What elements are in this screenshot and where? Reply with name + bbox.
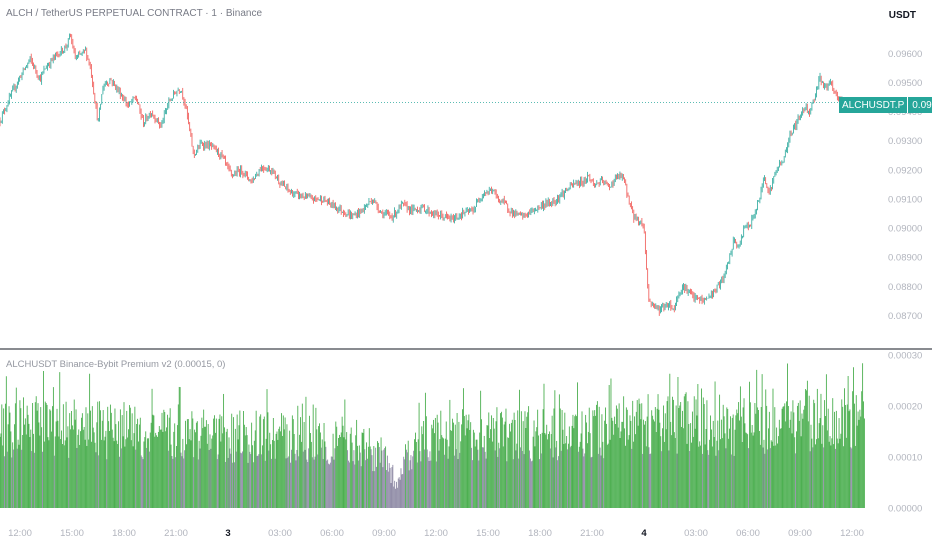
- price-tick-label: 0.09100: [888, 194, 922, 205]
- time-tick-label: 09:00: [372, 528, 396, 539]
- indicator-label[interactable]: ALCHUSDT Binance-Bybit Premium v2 (0.000…: [6, 359, 226, 370]
- time-tick-label: 21:00: [580, 528, 604, 539]
- time-x-axis[interactable]: 12:00 15:00 18:00 21:00 3 03:00 06:00 09:00 12:0…: [8, 528, 864, 539]
- time-tick-label: 03:00: [268, 528, 292, 539]
- time-tick-label: 06:00: [736, 528, 760, 539]
- time-tick-label: 03:00: [684, 528, 708, 539]
- price-candles[interactable]: [0, 33, 849, 316]
- time-tick-label: 09:00: [788, 528, 812, 539]
- price-tick-label: 0.09200: [888, 165, 922, 176]
- price-tick-label: 0.08900: [888, 253, 922, 264]
- time-tick-label: 3: [225, 528, 230, 539]
- last-price-symbol: ALCHUSDT.P: [839, 97, 908, 113]
- last-price-value: 0.09431: [907, 97, 932, 113]
- premium-tick-label: 0.00020: [888, 402, 922, 413]
- price-tick-label: 0.09300: [888, 136, 922, 147]
- time-tick-label: 18:00: [528, 528, 552, 539]
- time-tick-label: 12:00: [8, 528, 32, 539]
- price-tick-label: 0.08700: [888, 311, 922, 322]
- price-tick-label: 0.08800: [888, 282, 922, 293]
- time-tick-label: 21:00: [164, 528, 188, 539]
- premium-tick-label: 0.00030: [888, 351, 922, 362]
- currency-label[interactable]: USDT: [888, 10, 916, 21]
- price-tick-label: 0.09500: [888, 78, 922, 89]
- premium-tick-label: 0.00010: [888, 453, 922, 464]
- time-tick-label: 4: [641, 528, 647, 539]
- time-tick-label: 15:00: [60, 528, 84, 539]
- time-tick-label: 12:00: [424, 528, 448, 539]
- time-tick-label: 18:00: [112, 528, 136, 539]
- time-tick-label: 12:00: [840, 528, 864, 539]
- chart-title: ALCH / TetherUS PERPETUAL CONTRACT · 1 ·…: [6, 8, 263, 19]
- premium-tick-label: 0.00000: [888, 504, 922, 515]
- price-tick-label: 0.09600: [888, 49, 922, 60]
- premium-bars[interactable]: [0, 363, 865, 508]
- time-tick-label: 15:00: [476, 528, 500, 539]
- time-tick-label: 06:00: [320, 528, 344, 539]
- price-tick-label: 0.09000: [888, 224, 922, 235]
- price-y-axis[interactable]: 0.096000.095000.094000.093000.092000.091…: [888, 49, 922, 322]
- premium-y-axis[interactable]: 0.00030 0.00020 0.00010 0.00000: [888, 351, 922, 515]
- last-price-badge: ALCHUSDT.P 0.09431: [839, 97, 932, 113]
